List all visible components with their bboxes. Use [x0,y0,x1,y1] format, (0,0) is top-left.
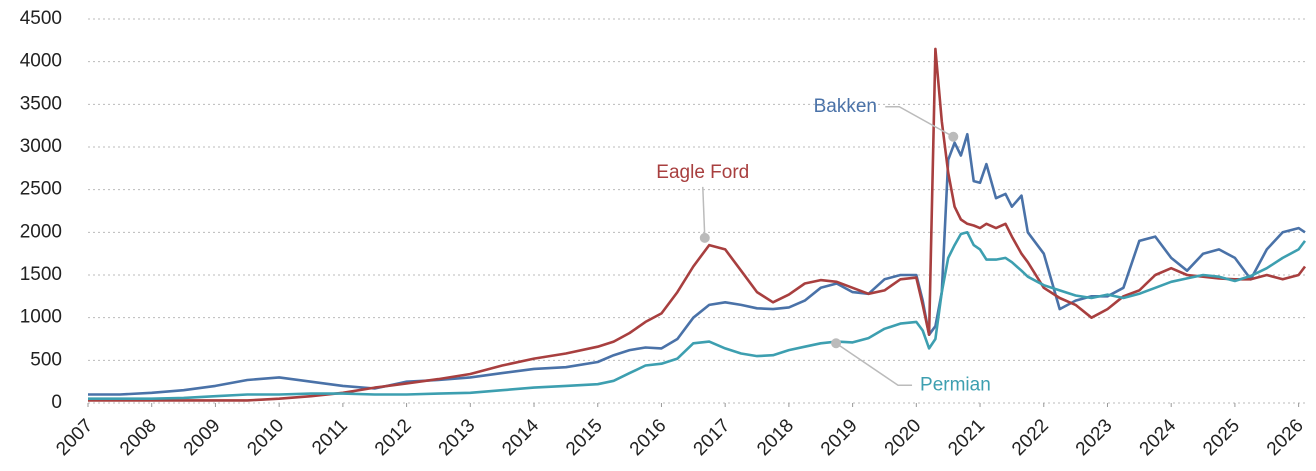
annotation-label: Bakken [814,96,877,117]
x-tick-label: 2021 [944,415,989,460]
x-tick-label: 2011 [308,415,352,459]
y-tick-label: 500 [30,349,62,370]
x-tick-label: 2009 [180,415,225,460]
x-tick-label: 2010 [243,415,288,460]
y-tick-label: 3500 [20,93,62,114]
x-tick-label: 2008 [116,415,161,460]
annotation-dot [699,232,710,243]
y-tick-label: 4000 [20,51,62,72]
series-line [88,231,1307,400]
x-tick-label: 2014 [498,415,543,460]
series-line [88,47,1307,402]
x-tick-label: 2024 [1136,415,1181,460]
annotation-label: Eagle Ford [656,162,749,183]
y-tick-label: 3000 [20,136,62,157]
y-tick-label: 1500 [20,264,62,285]
x-tick-label: 2013 [435,415,480,460]
x-tick-label: 2025 [1199,415,1244,460]
x-tick-label: 2026 [1263,415,1308,460]
series-line [88,132,1306,396]
annotation-connector [835,342,913,387]
x-tick-label: 2020 [881,415,926,460]
x-tick-label: 2007 [52,415,97,460]
x-tick-label: 2018 [753,415,798,460]
annotation-label: Permian [920,374,991,395]
x-tick-label: 2022 [1008,415,1053,460]
y-tick-label: 0 [51,392,62,413]
y-tick-label: 2500 [20,179,62,200]
x-tick-label: 2015 [562,415,607,460]
x-tick-label: 2012 [371,415,416,460]
annotation-dot [831,338,842,349]
annotation-dot [948,131,959,142]
x-tick-label: 2016 [626,415,671,460]
x-tick-label: 2023 [1072,415,1117,460]
x-tick-label: 2017 [690,415,735,460]
x-tick-label: 2019 [817,415,862,460]
y-tick-label: 2000 [20,221,62,242]
y-tick-label: 4500 [20,8,62,29]
annotation-connector [885,106,954,138]
y-tick-label: 1000 [20,307,62,328]
annotation-connector [702,186,706,238]
